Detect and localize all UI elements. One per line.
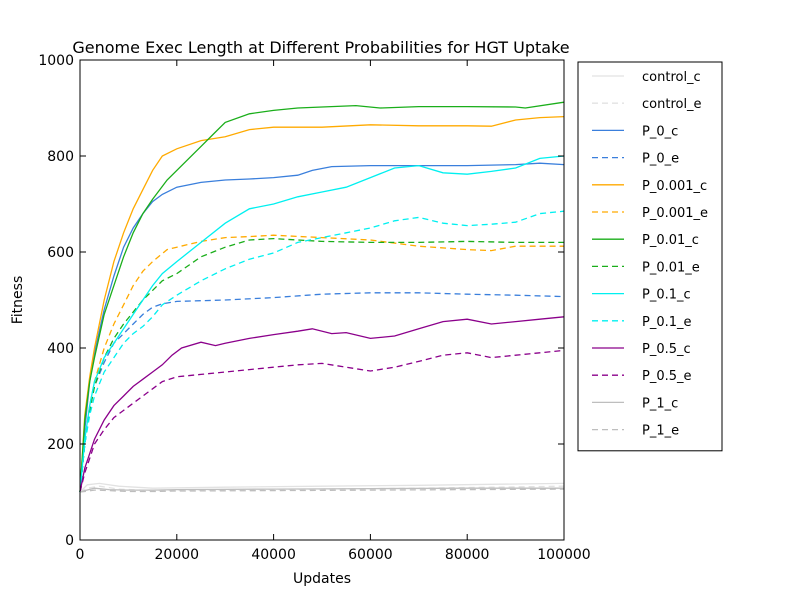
legend-label-p-0-5-c: P_0.5_c bbox=[642, 342, 691, 357]
series-line-p-0-1-e bbox=[79, 210, 565, 493]
x-tick-label: 20000 bbox=[155, 547, 200, 563]
legend-label-p-0-c: P_0_c bbox=[642, 124, 678, 139]
series-line-p-0-001-e bbox=[79, 234, 564, 493]
legend-label-p-0-01-e: P_0.01_e bbox=[642, 260, 700, 275]
legend-label-p-0-001-c: P_0.001_c bbox=[642, 179, 707, 194]
x-tick-label: 100000 bbox=[537, 547, 590, 563]
legend-label-p-0-e: P_0_e bbox=[642, 152, 679, 167]
series-line-p-1-e bbox=[79, 488, 565, 493]
y-tick-label: 200 bbox=[47, 437, 74, 453]
legend-label-p-1-c: P_1_c bbox=[642, 396, 678, 411]
series-line-p-0-1-c bbox=[79, 155, 565, 493]
series-line-p-1-c bbox=[79, 487, 564, 493]
x-tick-label: 80000 bbox=[445, 547, 490, 563]
x-tick-label: 0 bbox=[76, 547, 85, 563]
x-tick-label: 60000 bbox=[348, 547, 393, 563]
plot-frame bbox=[79, 59, 565, 541]
series-line-p-0-01-c bbox=[79, 101, 565, 493]
series-line-p-0-001-c bbox=[79, 115, 565, 493]
series-line-p-0-c bbox=[79, 162, 565, 493]
axis-ticks: 0 20000 40000 60000 80000 100000 0 200 400 600 800… bbox=[38, 53, 590, 563]
series-line-p-0-5-c bbox=[79, 316, 565, 493]
legend-label-p-0-1-c: P_0.1_c bbox=[642, 288, 691, 303]
legend-label-control-e: control_e bbox=[642, 97, 702, 112]
legend: control_c control_e P_0_c P_0_e P_0.001_c P_0… bbox=[577, 61, 723, 452]
y-tick-label: 1000 bbox=[38, 53, 74, 69]
series-line-p-0-5-e bbox=[79, 349, 565, 493]
series-line-p-0-e bbox=[79, 292, 565, 493]
legend-label-p-1-e: P_1_e bbox=[642, 424, 679, 439]
plot-lines bbox=[79, 101, 565, 493]
legend-box bbox=[577, 61, 723, 452]
x-axis-label: Updates bbox=[293, 571, 351, 587]
y-tick-label: 400 bbox=[47, 341, 74, 357]
legend-label-p-0-5-e: P_0.5_e bbox=[642, 369, 692, 384]
series-line-p-0-01-e bbox=[79, 237, 564, 493]
series-line-control-e bbox=[79, 485, 565, 493]
y-axis-label: Fitness bbox=[10, 276, 26, 325]
legend-label-p-0-01-c: P_0.01_c bbox=[642, 233, 699, 248]
x-tick-label: 40000 bbox=[251, 547, 296, 563]
y-tick-label: 800 bbox=[47, 149, 74, 165]
legend-label-p-0-001-e: P_0.001_e bbox=[642, 206, 708, 221]
series-line-control-c bbox=[79, 482, 565, 493]
chart-title: Genome Exec Length at Different Probabil… bbox=[72, 38, 569, 57]
legend-label-p-0-1-e: P_0.1_e bbox=[642, 315, 692, 330]
y-tick-label: 600 bbox=[47, 245, 74, 261]
y-tick-label: 0 bbox=[65, 533, 74, 549]
legend-label-control-c: control_c bbox=[642, 70, 701, 85]
